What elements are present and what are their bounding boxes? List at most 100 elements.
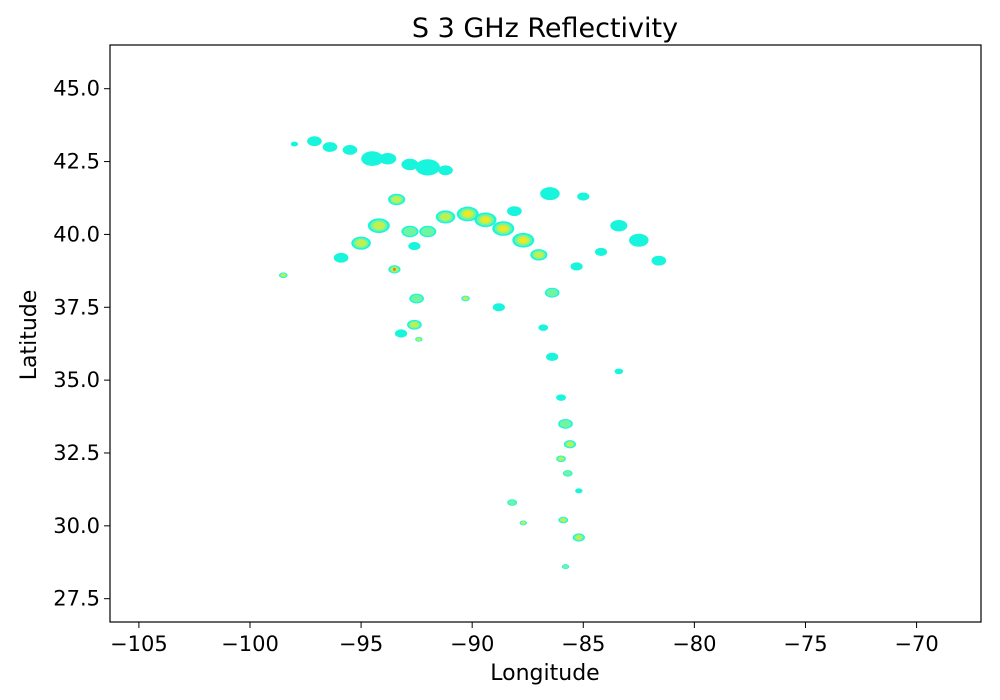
- reflectivity-contour: [559, 420, 572, 428]
- x-tick-label: −105: [110, 632, 168, 656]
- reflectivity-contour: [307, 136, 322, 147]
- reflectivity-contour: [556, 394, 566, 401]
- reflectivity-cell: [474, 212, 497, 228]
- reflectivity-cell: [361, 151, 384, 166]
- reflectivity-contour: [563, 470, 572, 476]
- reflectivity-cell: [409, 293, 424, 304]
- reflectivity-contour: [355, 239, 367, 247]
- reflectivity-contour: [521, 521, 526, 525]
- reflectivity-cell: [322, 142, 338, 152]
- reflectivity-contour: [538, 324, 549, 331]
- reflectivity-contour: [333, 252, 349, 263]
- reflectivity-cell: [456, 206, 479, 222]
- y-tick-label: 45.0: [53, 77, 100, 101]
- x-tick-label: −85: [561, 632, 605, 656]
- reflectivity-cell: [401, 225, 419, 238]
- reflectivity-contour: [651, 255, 667, 266]
- reflectivity-cell: [563, 440, 577, 449]
- reflectivity-contour: [610, 219, 628, 232]
- x-tick-label: −90: [450, 632, 494, 656]
- y-tick-label: 42.5: [53, 150, 100, 174]
- reflectivity-contour: [499, 226, 508, 232]
- reflectivity-contour: [416, 337, 421, 341]
- chart-title: S 3 GHz Reflectivity: [412, 13, 678, 44]
- reflectivity-cell: [438, 165, 453, 176]
- x-tick-label: −100: [221, 632, 279, 656]
- reflectivity-contour: [410, 322, 419, 328]
- reflectivity-contour: [540, 187, 560, 201]
- reflectivity-contour: [481, 217, 490, 223]
- reflectivity-cell: [610, 219, 628, 232]
- reflectivity-cell: [290, 141, 299, 147]
- reflectivity-cell: [307, 136, 322, 147]
- reflectivity-cell: [561, 564, 570, 570]
- reflectivity-contour: [421, 227, 435, 236]
- reflectivity-contour: [342, 145, 358, 155]
- x-axis: −105 −100 −95 −90 −85 −80 −75 −70: [110, 622, 939, 656]
- reflectivity-cells: [279, 136, 667, 570]
- reflectivity-cell: [415, 336, 423, 342]
- reflectivity-cell: [570, 262, 583, 271]
- reflectivity-contour: [322, 142, 338, 152]
- reflectivity-cell: [419, 225, 437, 238]
- y-axis: 27.5 30.0 32.5 35.0 37.5 40.0 42.5 45.0: [53, 77, 110, 611]
- y-tick-label: 35.0: [53, 368, 100, 392]
- reflectivity-contour: [507, 206, 522, 217]
- reflectivity-cell: [572, 533, 585, 542]
- reflectivity-contour: [508, 499, 516, 506]
- reflectivity-cell: [407, 319, 422, 330]
- reflectivity-cell: [408, 241, 421, 251]
- reflectivity-cell: [367, 218, 390, 234]
- reflectivity-contour: [534, 251, 544, 259]
- y-axis-label: Latitude: [17, 290, 42, 381]
- reflectivity-contour: [379, 152, 397, 165]
- y-tick-label: 37.5: [53, 295, 100, 319]
- reflectivity-contour: [629, 233, 649, 247]
- reflectivity-cell: [629, 233, 649, 247]
- reflectivity-cell: [512, 232, 535, 248]
- reflectivity-cell: [279, 272, 288, 279]
- reflectivity-contour: [463, 211, 472, 217]
- reflectivity-contour: [570, 262, 583, 271]
- reflectivity-contour: [594, 247, 608, 256]
- reflectivity-contour: [546, 288, 558, 297]
- plot-frame: [109, 44, 982, 623]
- reflectivity-cell: [558, 418, 573, 429]
- x-tick-label: −80: [672, 632, 716, 656]
- reflectivity-contour: [614, 368, 624, 375]
- reflectivity-contour: [394, 329, 408, 338]
- reflectivity-contour: [546, 352, 559, 361]
- reflectivity-contour: [391, 196, 402, 203]
- reflectivity-contour: [392, 267, 396, 271]
- reflectivity-cell: [435, 210, 456, 224]
- reflectivity-contour: [372, 221, 386, 230]
- reflectivity-cell: [388, 193, 406, 206]
- reflectivity-contour: [492, 303, 505, 312]
- reflectivity-cell: [544, 287, 560, 298]
- reflectivity-contour: [519, 237, 528, 243]
- reflectivity-cell: [614, 368, 624, 375]
- reflectivity-contour: [440, 213, 451, 221]
- reflectivity-contour: [401, 158, 419, 171]
- x-axis-label: Longitude: [490, 661, 599, 686]
- reflectivity-cell: [401, 158, 419, 171]
- reflectivity-contour: [403, 227, 417, 236]
- reflectivity-cell: [558, 516, 569, 524]
- reflectivity-cell: [651, 255, 667, 266]
- reflectivity-cell: [575, 488, 583, 494]
- reflectivity-cell: [556, 455, 566, 463]
- reflectivity-contour: [560, 518, 567, 522]
- reflectivity-cell: [461, 295, 470, 302]
- reflectivity-cell: [556, 394, 566, 401]
- reflectivity-cell: [577, 192, 590, 201]
- y-tick-label: 30.0: [53, 514, 100, 538]
- plot-area: [109, 44, 982, 623]
- reflectivity-cell: [351, 236, 371, 250]
- reflectivity-contour: [558, 456, 564, 461]
- reflectivity-contour: [410, 294, 423, 303]
- y-tick-label: 32.5: [53, 441, 100, 465]
- reflectivity-cell: [507, 499, 518, 506]
- reflectivity-contour: [577, 192, 590, 201]
- reflectivity-cell: [394, 329, 408, 338]
